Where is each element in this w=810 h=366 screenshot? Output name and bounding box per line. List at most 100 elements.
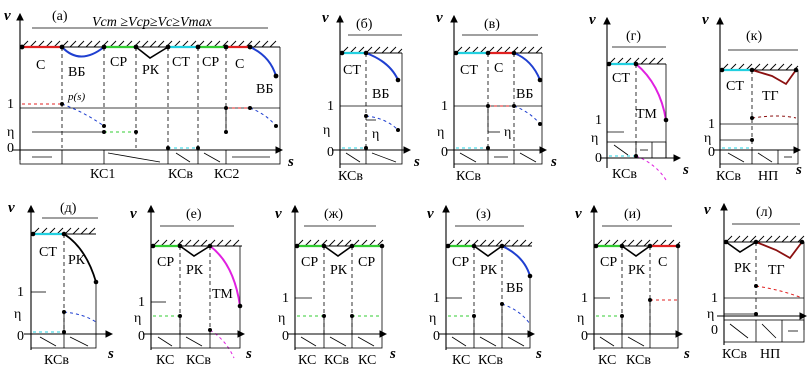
s-axis-label: s — [107, 346, 114, 362]
tick-zero: 0 — [711, 323, 718, 338]
segment-label: СТ — [172, 55, 190, 70]
panel-title: (а) — [52, 9, 68, 24]
v-axis-label: v — [322, 10, 329, 26]
panel-z: v s (з) СР РК ВБ 1 η 0 КС КСв — [427, 204, 542, 366]
segment-label: η — [504, 125, 511, 140]
tick-zero: 0 — [17, 329, 24, 344]
tick-zero: 0 — [138, 329, 145, 344]
panel-v: v s (в) СТ С ВБ η 1 η 0 КСв — [436, 10, 557, 184]
v-axis-label: v — [427, 206, 434, 222]
tick-zero: 0 — [282, 329, 289, 344]
section-label: КС — [298, 353, 316, 366]
segment-label: С — [494, 61, 503, 76]
segment-label: С — [36, 58, 45, 73]
s-axis-label: s — [535, 346, 542, 362]
section-label: КСв — [338, 169, 363, 184]
v-axis-label: v — [702, 12, 709, 28]
section-label: КС — [452, 353, 470, 366]
segment-label: С — [658, 255, 667, 270]
segment-label: СР — [110, 55, 127, 70]
tick-eta: η — [134, 311, 141, 326]
segment-label: ВБ — [68, 65, 85, 80]
panel-title: (е) — [186, 207, 202, 222]
section-label: КС1 — [90, 167, 115, 182]
segment-label: СР — [358, 255, 375, 270]
s-axis-label: s — [682, 162, 689, 178]
panel-title: (и) — [624, 207, 641, 222]
tick-one: 1 — [711, 291, 718, 306]
section-label: КСв — [168, 167, 193, 182]
tick-eta: η — [707, 307, 714, 322]
tick-eta: η — [7, 125, 14, 140]
section-label: КС — [598, 353, 616, 366]
panel-i: v s (и) СР РК С 1 η 0 КС КСв — [575, 204, 690, 366]
tick-zero: 0 — [441, 145, 448, 160]
panel-g: v s (г) СТ ТМ 1 η 0 КСв — [589, 12, 689, 182]
tick-eta: η — [577, 311, 584, 326]
tick-one: 1 — [708, 117, 715, 132]
v-axis-label: v — [8, 200, 15, 216]
section-label: КС2 — [214, 167, 239, 182]
panel-title: (л) — [756, 205, 773, 220]
tick-one: 1 — [7, 97, 14, 112]
tick-eta: η — [429, 311, 436, 326]
tick-zero: 0 — [7, 141, 14, 156]
tick-zero: 0 — [708, 145, 715, 160]
segment-label: ТГ — [768, 263, 785, 278]
tick-one: 1 — [433, 291, 440, 306]
v-axis-label: v — [589, 12, 596, 28]
segment-label: ТМ — [636, 107, 657, 122]
segment-label: ВБ — [256, 82, 273, 97]
segment-label: РК — [68, 253, 86, 268]
s-axis-label: s — [550, 154, 557, 170]
p-of-s-label: p(s) — [67, 91, 85, 103]
segment-label: СР — [202, 55, 219, 70]
v-axis-label: v — [575, 206, 582, 222]
section-label: КС — [358, 353, 376, 366]
s-axis-label: s — [413, 154, 420, 170]
v-axis-label: v — [704, 202, 711, 218]
panel-l: v (л) РК ТГ 1 η 0 КСв НП — [704, 202, 808, 362]
panel-title: (ж) — [324, 207, 343, 222]
section-label: КСв — [478, 353, 503, 366]
segment-label: РК — [734, 261, 752, 276]
tick-one: 1 — [138, 295, 145, 310]
segment-label: РК — [142, 63, 160, 78]
s-axis-label: s — [389, 346, 396, 362]
segment-label: РК — [186, 263, 204, 278]
segment-label: ВБ — [372, 87, 389, 102]
segment-label: ВБ — [516, 87, 533, 102]
panel-title: (к) — [746, 29, 762, 44]
s-axis-label: s — [795, 162, 802, 178]
tick-zero: 0 — [327, 145, 334, 160]
segment-label: СТ — [612, 71, 630, 86]
v-axis-label: v — [4, 8, 11, 24]
section-label: КСв — [324, 353, 349, 366]
tick-eta: η — [323, 123, 330, 138]
tick-one: 1 — [595, 113, 602, 128]
section-label: КСв — [456, 169, 481, 184]
section-label: КС — [156, 353, 174, 366]
panel-title: (г) — [626, 29, 641, 44]
tick-one: 1 — [17, 285, 24, 300]
segment-label: РК — [330, 263, 348, 278]
panel-title: (з) — [476, 207, 491, 222]
s-axis-label: s — [287, 154, 294, 170]
s-axis-label: s — [683, 346, 690, 362]
section-label: КСв — [722, 347, 747, 362]
panel-k: v s (к) СТ ТГ 1 η 0 КСв НП — [702, 12, 802, 184]
tick-eta: η — [437, 125, 444, 140]
segment-label: СТ — [726, 79, 744, 94]
tick-eta: η — [14, 307, 21, 322]
section-label: НП — [758, 169, 778, 184]
segment-label: ВБ — [506, 281, 523, 296]
segment-label: РК — [628, 263, 646, 278]
section-label: КСв — [44, 353, 69, 366]
tick-one: 1 — [282, 291, 289, 306]
panel-zh: v s (ж) СР РК СР 1 η 0 КС КСв — [275, 204, 396, 366]
section-label: НП — [760, 347, 780, 362]
segment-label: СТ — [39, 245, 57, 260]
panel-a: v s (а) Vст ≥Vср≥Vс≥Vmax — [4, 8, 294, 182]
v-axis-label: v — [275, 206, 282, 222]
panel-title: (в) — [484, 17, 500, 32]
